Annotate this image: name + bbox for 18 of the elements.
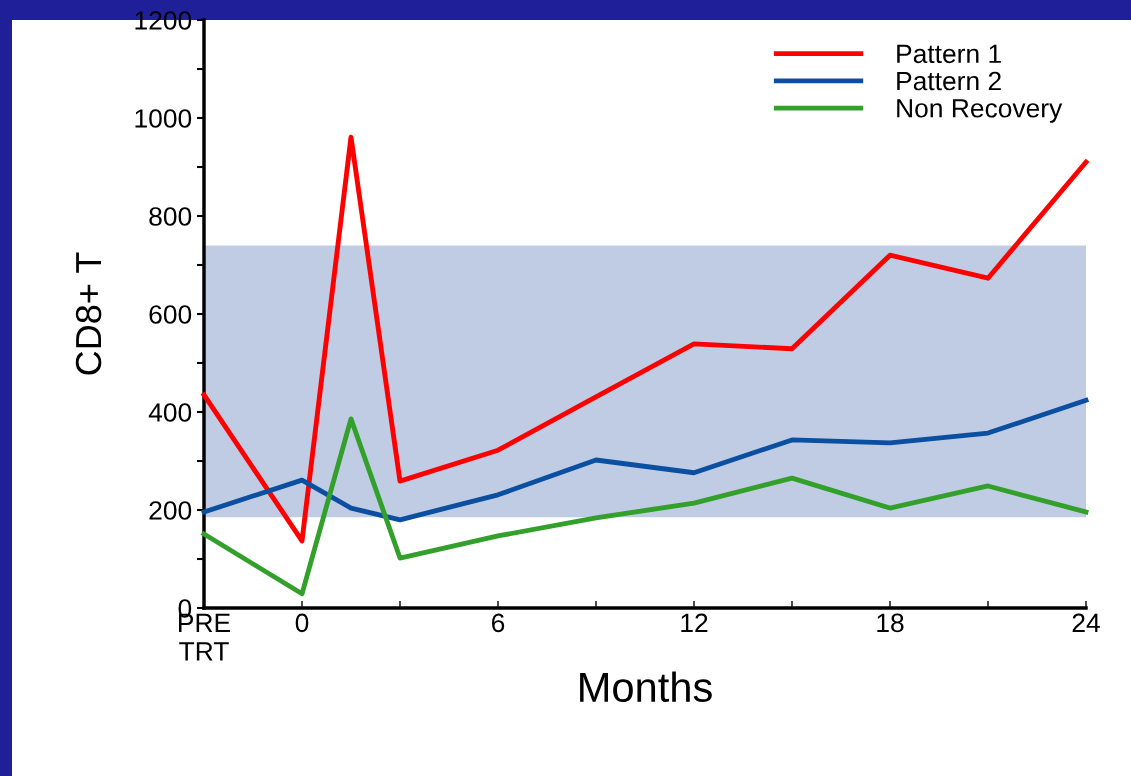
line-series [201, 416, 1089, 597]
x-tick-label: 12 [681, 613, 708, 632]
y-tick-label: 600 [149, 305, 192, 324]
line-series [201, 397, 1089, 523]
y-tick-label: 400 [148, 403, 192, 422]
line-series [201, 134, 1089, 544]
y-tick-label: 1000 [135, 109, 192, 128]
y-axis-title: CD8+ T [75, 252, 102, 375]
legend-label: Non Recovery [897, 99, 1063, 123]
x-axis-title: Months [580, 671, 712, 703]
x-tick-label: 6 [492, 613, 505, 633]
legend-label: Pattern 1 [897, 44, 1001, 64]
legend-label: Pattern 2 [897, 71, 1001, 91]
y-tick-label: 800 [149, 207, 192, 226]
x-tick-label: 0 [295, 613, 309, 633]
x-tick-label: 24 [1072, 613, 1100, 632]
x-tick-label: 18 [877, 613, 904, 633]
y-tick-label: 200 [149, 501, 192, 520]
